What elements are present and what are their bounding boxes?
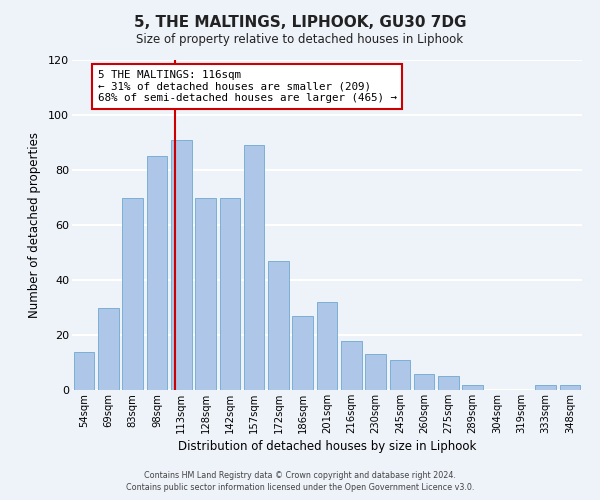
Bar bbox=[463, 384, 483, 390]
X-axis label: Distribution of detached houses by size in Liphook: Distribution of detached houses by size … bbox=[178, 440, 476, 453]
Bar bbox=[220, 198, 240, 390]
Bar bbox=[414, 374, 434, 390]
Bar bbox=[292, 316, 313, 390]
Text: 5, THE MALTINGS, LIPHOOK, GU30 7DG: 5, THE MALTINGS, LIPHOOK, GU30 7DG bbox=[134, 15, 466, 30]
Text: Size of property relative to detached houses in Liphook: Size of property relative to detached ho… bbox=[136, 32, 464, 46]
Y-axis label: Number of detached properties: Number of detached properties bbox=[28, 132, 41, 318]
Bar bbox=[195, 198, 216, 390]
Bar bbox=[365, 354, 386, 390]
Bar bbox=[122, 198, 143, 390]
Bar bbox=[389, 360, 410, 390]
Bar bbox=[244, 145, 265, 390]
Text: Contains HM Land Registry data © Crown copyright and database right 2024.
Contai: Contains HM Land Registry data © Crown c… bbox=[126, 471, 474, 492]
Bar bbox=[438, 376, 459, 390]
Text: 5 THE MALTINGS: 116sqm
← 31% of detached houses are smaller (209)
68% of semi-de: 5 THE MALTINGS: 116sqm ← 31% of detached… bbox=[97, 70, 397, 103]
Bar bbox=[146, 156, 167, 390]
Bar bbox=[98, 308, 119, 390]
Bar bbox=[74, 352, 94, 390]
Bar bbox=[317, 302, 337, 390]
Bar bbox=[560, 384, 580, 390]
Bar bbox=[268, 261, 289, 390]
Bar bbox=[341, 340, 362, 390]
Bar bbox=[535, 384, 556, 390]
Bar bbox=[171, 140, 191, 390]
